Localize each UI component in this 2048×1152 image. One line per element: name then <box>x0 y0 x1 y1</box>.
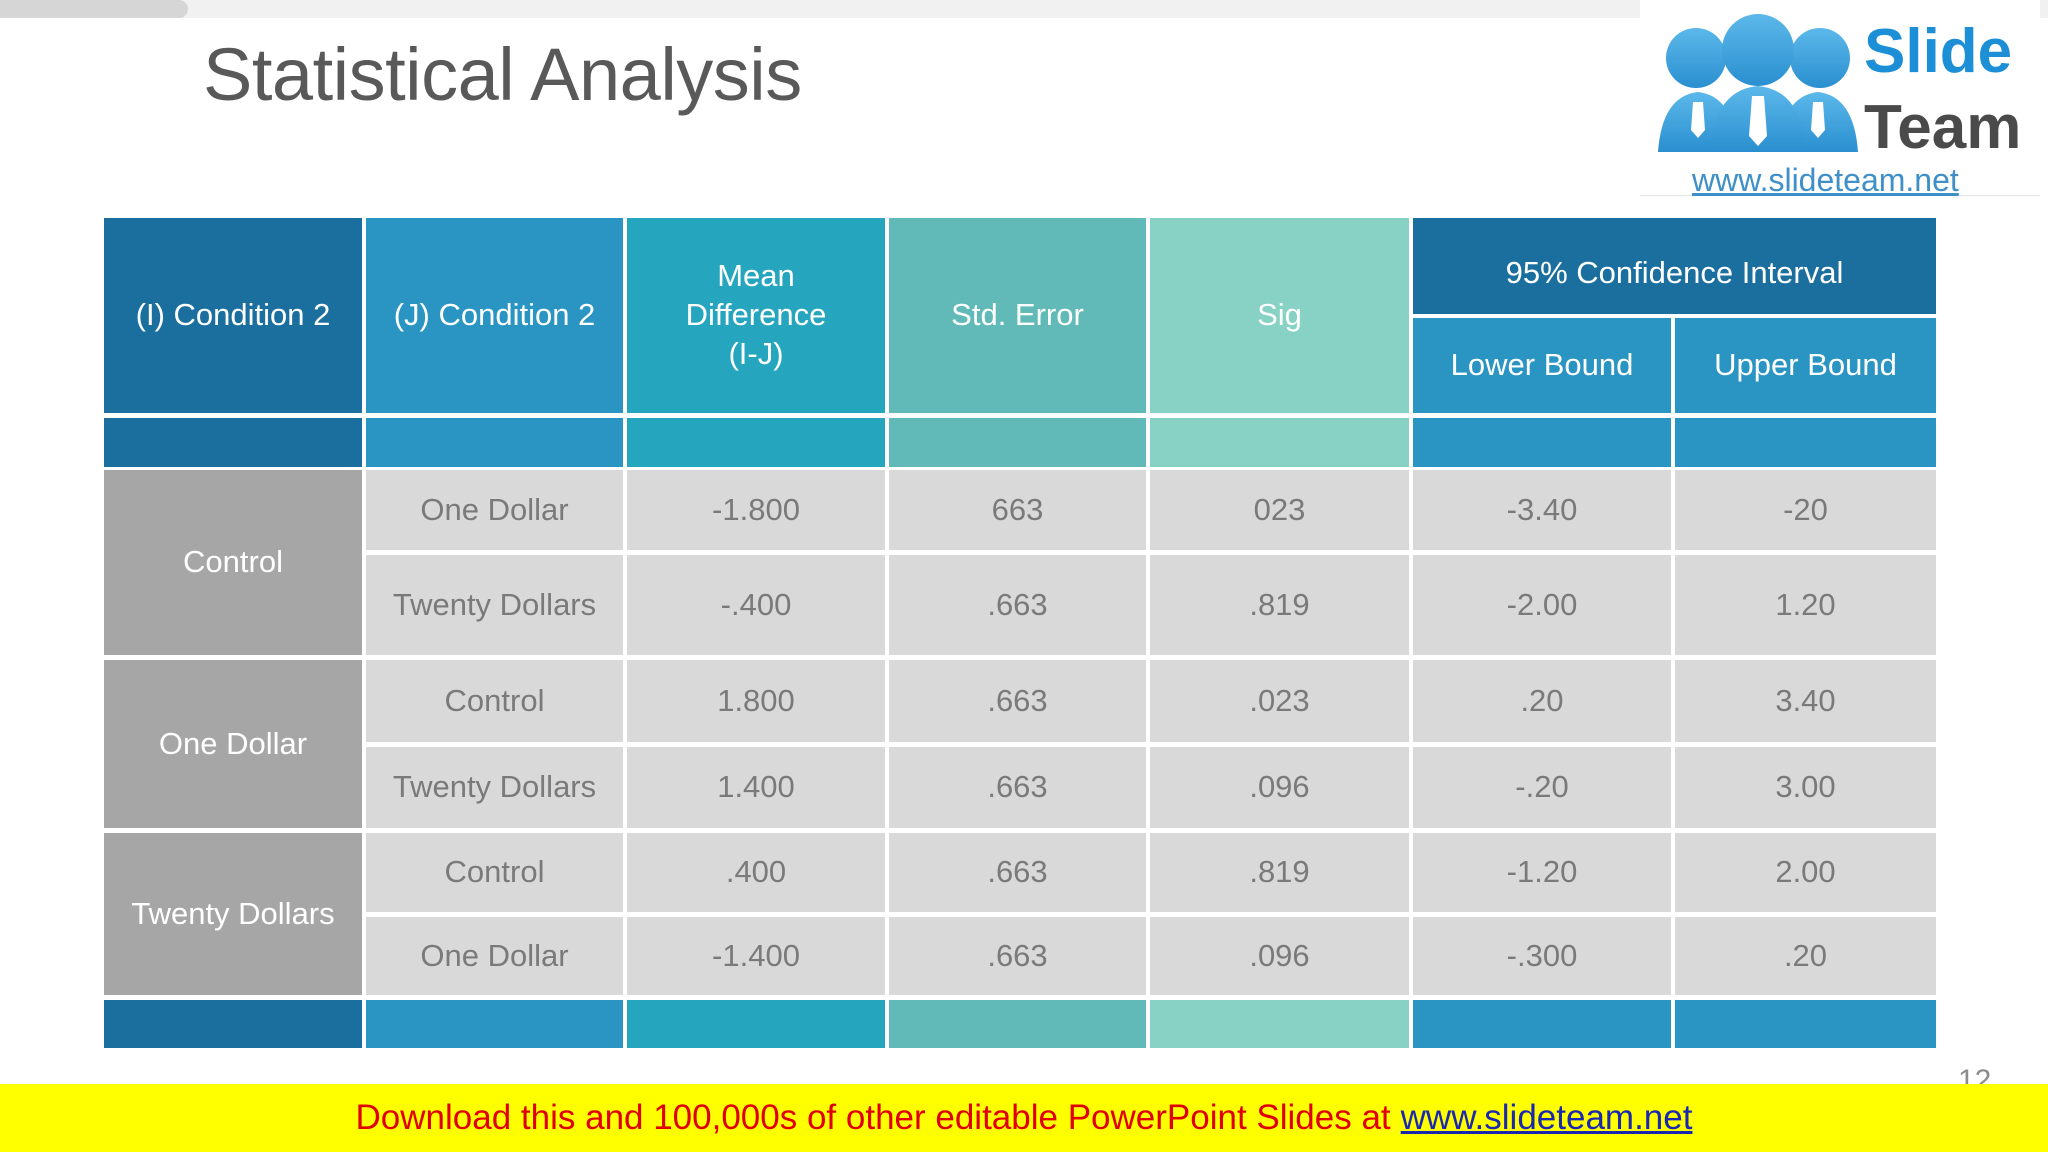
color-strip-cell <box>627 1000 885 1048</box>
table-cell-j: Control <box>366 660 623 742</box>
table-cell-lower: -.20 <box>1413 747 1671 828</box>
color-strip-cell <box>104 418 362 467</box>
table-cell-mean-diff: -.400 <box>627 555 885 655</box>
logo-url-link[interactable]: www.slideteam.net <box>1692 162 1959 198</box>
table-cell-lower: -.300 <box>1413 917 1671 995</box>
group-label-one-dollar: One Dollar <box>104 660 362 828</box>
table-cell-mean-diff: -1.400 <box>627 917 885 995</box>
color-strip-cell <box>1413 418 1671 467</box>
table-cell-mean-diff: 1.800 <box>627 660 885 742</box>
color-strip-cell <box>366 418 623 467</box>
table-cell-upper: .20 <box>1675 917 1936 995</box>
color-strip-cell <box>889 418 1146 467</box>
table-cell-sig: .023 <box>1150 660 1409 742</box>
header-std-error: Std. Error <box>889 218 1146 413</box>
people-group-icon <box>1658 14 1858 152</box>
header-ci-group: 95% Confidence Interval <box>1413 218 1936 314</box>
table-cell-j: Twenty Dollars <box>366 747 623 828</box>
table-cell-upper: 1.20 <box>1675 555 1936 655</box>
table-cell-sig: .819 <box>1150 555 1409 655</box>
table-cell-sig: 023 <box>1150 470 1409 550</box>
table-cell-j: Control <box>366 833 623 912</box>
header-mean-difference: Mean Difference (I-J) <box>627 218 885 413</box>
table-cell-std-error: 663 <box>889 470 1146 550</box>
table-cell-mean-diff: .400 <box>627 833 885 912</box>
header-j-condition: (J) Condition 2 <box>366 218 623 413</box>
table-cell-sig: .096 <box>1150 917 1409 995</box>
logo-text-slide: Slide <box>1864 17 2013 86</box>
slide-title: Statistical Analysis <box>203 33 802 116</box>
logo-text-team: Team <box>1864 93 2022 162</box>
header-sig: Sig <box>1150 218 1409 413</box>
table-cell-sig: .096 <box>1150 747 1409 828</box>
header-upper-bound: Upper Bound <box>1675 318 1936 413</box>
table-cell-upper: -20 <box>1675 470 1936 550</box>
table-cell-std-error: .663 <box>889 917 1146 995</box>
table-cell-j: Twenty Dollars <box>366 555 623 655</box>
table-cell-std-error: .663 <box>889 833 1146 912</box>
banner-link[interactable]: www.slideteam.net <box>1400 1098 1693 1137</box>
color-strip-cell <box>1675 1000 1936 1048</box>
table-cell-upper: 2.00 <box>1675 833 1936 912</box>
slideteam-logo[interactable]: Slide Team www.slideteam.net <box>1640 0 2040 198</box>
table-cell-j: One Dollar <box>366 470 623 550</box>
statistical-analysis-table: (I) Condition 2 (J) Condition 2 Mean Dif… <box>104 218 1936 1048</box>
header-lower-bound: Lower Bound <box>1413 318 1671 413</box>
color-strip-cell <box>1150 1000 1409 1048</box>
table-cell-std-error: .663 <box>889 747 1146 828</box>
group-label-control: Control <box>104 470 362 655</box>
table-cell-mean-diff: 1.400 <box>627 747 885 828</box>
download-banner: Download this and 100,000s of other edit… <box>0 1084 2048 1152</box>
color-strip-cell <box>1675 418 1936 467</box>
banner-text: Download this and 100,000s of other edit… <box>355 1098 1391 1137</box>
header-i-condition: (I) Condition 2 <box>104 218 362 413</box>
color-strip-cell <box>1150 418 1409 467</box>
color-strip-cell <box>627 418 885 467</box>
table-cell-upper: 3.00 <box>1675 747 1936 828</box>
group-label-twenty-dollars: Twenty Dollars <box>104 833 362 995</box>
table-cell-std-error: .663 <box>889 555 1146 655</box>
color-strip-cell <box>889 1000 1146 1048</box>
table-cell-lower: -2.00 <box>1413 555 1671 655</box>
table-cell-std-error: .663 <box>889 660 1146 742</box>
table-cell-j: One Dollar <box>366 917 623 995</box>
table-cell-lower: -3.40 <box>1413 470 1671 550</box>
table-cell-sig: .819 <box>1150 833 1409 912</box>
color-strip-cell <box>366 1000 623 1048</box>
color-strip-cell <box>104 1000 362 1048</box>
table-cell-mean-diff: -1.800 <box>627 470 885 550</box>
top-progress-bar <box>0 0 2048 18</box>
table-cell-lower: .20 <box>1413 660 1671 742</box>
top-progress-tab <box>0 0 188 18</box>
table-cell-upper: 3.40 <box>1675 660 1936 742</box>
table-cell-lower: -1.20 <box>1413 833 1671 912</box>
color-strip-cell <box>1413 1000 1671 1048</box>
